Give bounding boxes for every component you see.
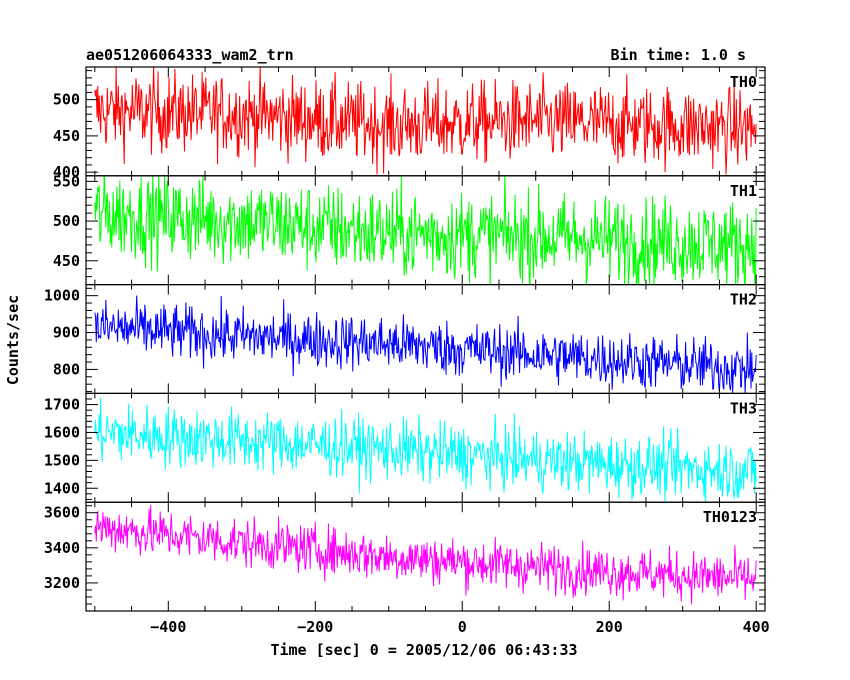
panel-label-th2: TH2 bbox=[730, 291, 757, 309]
y-tick-label: 500 bbox=[53, 212, 80, 230]
y-tick-label: 1500 bbox=[44, 451, 80, 469]
series-th0123 bbox=[94, 504, 757, 605]
panel-label-th3: TH3 bbox=[730, 399, 757, 417]
panels-group: 400 450 500 TH0 450 500 550 TH1 800 900 1000 TH2 140… bbox=[44, 66, 766, 612]
y-tick-label: 800 bbox=[53, 360, 80, 378]
y-tick-label: 900 bbox=[53, 324, 80, 342]
panel-th0: 400 450 500 TH0 bbox=[53, 66, 766, 181]
panel-label-th0123: TH0123 bbox=[703, 508, 757, 526]
y-tick-label: 1700 bbox=[44, 396, 80, 414]
chart-title: ae051206064333_wam2_trn bbox=[86, 46, 294, 64]
y-tick-label: 3600 bbox=[44, 504, 80, 522]
y-tick-label: 450 bbox=[53, 127, 80, 145]
y-axis-label: Counts/sec bbox=[4, 295, 22, 385]
series-th1 bbox=[94, 175, 757, 285]
panel-th2: 800 900 1000 TH2 bbox=[44, 284, 766, 395]
y-tick-label: 1400 bbox=[44, 479, 80, 497]
x-axis-label: Time [sec] 0 = 2005/12/06 06:43:33 bbox=[270, 641, 577, 659]
x-tick-label: −400 bbox=[150, 618, 186, 636]
panel-frame bbox=[85, 284, 766, 395]
x-tick-label: −200 bbox=[297, 618, 333, 636]
panel-label-th1: TH1 bbox=[730, 182, 757, 200]
y-tick-label: 3200 bbox=[44, 574, 80, 592]
y-tick-label: 450 bbox=[53, 252, 80, 270]
y-tick-label: 3400 bbox=[44, 539, 80, 557]
series-th3 bbox=[94, 397, 757, 503]
panel-th1: 450 500 550 TH1 bbox=[53, 172, 766, 286]
panel-th0123: 3200 3400 3600 TH0123 bbox=[44, 501, 766, 612]
x-tick-label: 400 bbox=[743, 618, 770, 636]
y-tick-label: 400 bbox=[53, 163, 80, 181]
series-th2 bbox=[94, 295, 757, 394]
y-tick-label: 1600 bbox=[44, 423, 80, 441]
panel-label-th0: TH0 bbox=[730, 73, 757, 91]
y-tick-label: 500 bbox=[53, 91, 80, 109]
series-th0 bbox=[94, 67, 757, 175]
x-tick-label: 0 bbox=[458, 618, 467, 636]
y-tick-label: 1000 bbox=[44, 287, 80, 305]
bin-time-label: Bin time: 1.0 s bbox=[611, 46, 746, 64]
x-tick-label: 200 bbox=[596, 618, 623, 636]
x-axis: −400 −200 0 200 400 bbox=[150, 618, 769, 636]
panel-th3: 1400 1500 1600 1700 TH3 bbox=[44, 392, 766, 503]
y-tick-label: 550 bbox=[53, 172, 80, 190]
